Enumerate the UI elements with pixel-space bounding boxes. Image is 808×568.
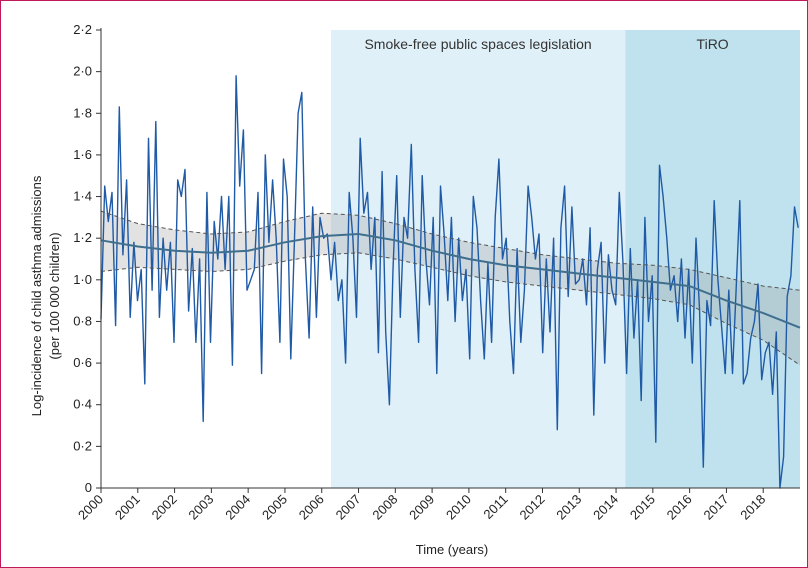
y-tick-label-10: 2·0 bbox=[73, 64, 92, 79]
y-tick-label-3: 0·6 bbox=[73, 355, 92, 370]
series-lower-ci bbox=[100, 252, 801, 366]
x-tick-label-5: 2005 bbox=[259, 492, 290, 523]
x-tick-label-18: 2018 bbox=[737, 492, 768, 523]
y-tick-label-5: 1·0 bbox=[73, 272, 92, 287]
x-tick-label-4: 2004 bbox=[222, 492, 253, 523]
y-tick-label-6: 1·2 bbox=[73, 230, 92, 245]
y-tick-label-8: 1·6 bbox=[73, 147, 92, 162]
x-tick-label-8: 2008 bbox=[369, 492, 400, 523]
y-tick-label-7: 1·4 bbox=[73, 189, 92, 204]
x-tick-label-13: 2013 bbox=[553, 492, 584, 523]
x-tick-label-7: 2007 bbox=[333, 492, 364, 523]
series-layer bbox=[100, 75, 801, 489]
x-tick-label-17: 2017 bbox=[700, 492, 731, 523]
x-tick-label-16: 2016 bbox=[664, 492, 695, 523]
series-trend bbox=[100, 232, 801, 329]
x-tick-label-11: 2011 bbox=[480, 492, 510, 522]
x-tick-label-2: 2002 bbox=[149, 492, 180, 523]
x-tick-label-1: 2001 bbox=[112, 492, 143, 523]
y-tick-label-0: 0 bbox=[85, 480, 92, 495]
series-upper-ci bbox=[100, 210, 801, 291]
region-label-1: TiRO bbox=[697, 36, 729, 52]
confidence-band bbox=[101, 211, 800, 366]
y-tick-label-11: 2·2 bbox=[73, 22, 92, 37]
y-axis-title-line-2: (per 100 000 children) bbox=[47, 232, 62, 359]
y-tick-label-2: 0·4 bbox=[73, 397, 92, 412]
x-tick-label-10: 2010 bbox=[443, 492, 474, 523]
x-tick-label-6: 2006 bbox=[296, 492, 327, 523]
confidence-band-area bbox=[101, 211, 800, 366]
y-axis-title-line-1: Log-incidence of child asthma admissions bbox=[29, 175, 44, 416]
x-tick-label-0: 2000 bbox=[75, 492, 106, 523]
x-tick-label-9: 2009 bbox=[406, 492, 437, 523]
x-tick-label-12: 2012 bbox=[517, 492, 548, 523]
x-tick-label-14: 2014 bbox=[590, 492, 621, 523]
y-tick-label-9: 1·8 bbox=[73, 105, 92, 120]
y-tick-label-1: 0·2 bbox=[73, 438, 92, 453]
x-axis-title: Time (years) bbox=[416, 542, 488, 557]
x-tick-label-3: 2003 bbox=[185, 492, 216, 523]
region-label-0: Smoke-free public spaces legislation bbox=[364, 36, 591, 52]
y-tick-label-4: 0·8 bbox=[73, 313, 92, 328]
x-tick-label-15: 2015 bbox=[627, 492, 658, 523]
